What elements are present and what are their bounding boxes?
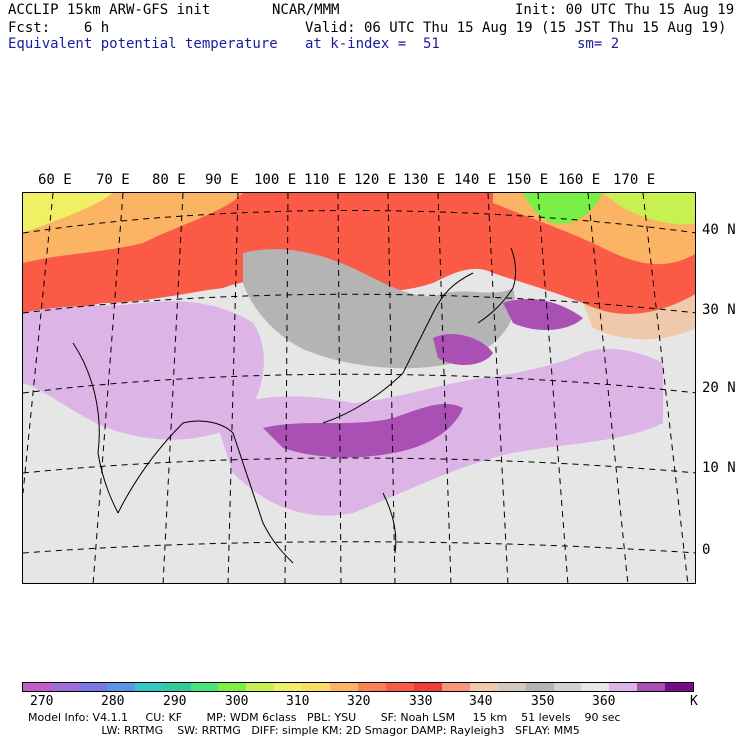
colorbar-tick: 320 (347, 694, 371, 709)
lon-label: 140 E (454, 172, 497, 188)
scs-purple (263, 403, 463, 458)
warm-band (23, 193, 695, 323)
lon-label: 120 E (354, 172, 397, 188)
colorbar-unit: K (690, 694, 698, 709)
lon-label: 90 E (205, 172, 239, 188)
colorbar-swatch (441, 683, 470, 691)
colorbar-tick: 340 (469, 694, 493, 709)
colorbar-swatch (385, 683, 414, 691)
india-east-coast (117, 420, 234, 514)
colorbar-swatch (358, 683, 386, 691)
colorbar-tick: 280 (101, 694, 125, 709)
colorbar-swatch (330, 683, 359, 691)
colorbar-swatch (637, 683, 666, 691)
india-west-coast (72, 342, 119, 514)
japan-coast (477, 247, 517, 324)
lat-label: 10 N (702, 460, 736, 476)
colorbar-tick: 300 (225, 694, 249, 709)
colorbar-tick: 290 (163, 694, 187, 709)
parallel-30n (23, 293, 695, 314)
smoothing: sm= 2 (577, 36, 620, 52)
lon-label: 160 E (558, 172, 601, 188)
lon-label: 60 E (38, 172, 72, 188)
lon-label: 110 E (304, 172, 347, 188)
colorbar-tick: 360 (592, 694, 616, 709)
lon-label: 130 E (403, 172, 446, 188)
colorbar-swatch (525, 683, 554, 691)
model-info-line2: LW: RRTMG SW: RRTMG DIFF: simple KM: 2D … (28, 724, 580, 737)
level-index: at k-index = 51 (305, 36, 440, 52)
colorbar-swatch (665, 683, 694, 691)
map-svg (23, 193, 695, 583)
colorbar-swatch (190, 683, 219, 691)
coastlines (72, 247, 517, 564)
valid-time: Valid: 06 UTC Thu 15 Aug 19 (15 JST Thu … (305, 20, 727, 36)
graticule (23, 193, 695, 583)
china-coast (322, 272, 474, 424)
lon-label: 80 E (152, 172, 186, 188)
indochina-coast (232, 432, 294, 564)
colorbar-tick: 270 (30, 694, 54, 709)
colorbar-swatch (413, 683, 442, 691)
colorbar-swatch (497, 683, 526, 691)
lon-label: 170 E (613, 172, 656, 188)
model-info-line1: Model Info: V4.1.1 CU: KF MP: WDM 6class… (28, 711, 621, 724)
field-name: Equivalent potential temperature (8, 36, 278, 52)
colorbar-swatch (162, 683, 191, 691)
pacific-front-tan (583, 294, 695, 340)
colorbar-swatch (553, 683, 582, 691)
japan-purple (433, 333, 493, 365)
colorbar-swatch (218, 683, 247, 691)
north-east-green (523, 193, 603, 224)
lat-label: 0 (702, 542, 711, 558)
colorbar-swatch (246, 683, 275, 691)
colorbar-swatch (78, 683, 107, 691)
colorbar-swatch (469, 683, 498, 691)
colorbar-swatch (106, 683, 135, 691)
north-west-yellow (23, 193, 113, 233)
colorbar-swatch (581, 683, 610, 691)
pacific-purple (503, 298, 583, 330)
parallel-20n (23, 373, 695, 394)
institution: NCAR/MMM (272, 2, 340, 18)
colorbar-swatch (302, 683, 331, 691)
lat-label: 40 N (702, 222, 736, 238)
lat-label: 30 N (702, 302, 736, 318)
colorbar-tick: 310 (286, 694, 310, 709)
init-time: Init: 00 UTC Thu 15 Aug 19 (515, 2, 735, 18)
forecast-hour: Fcst: 6 h (8, 20, 110, 36)
parallel-40n (23, 210, 695, 234)
colorbar (22, 682, 694, 692)
lon-label: 70 E (96, 172, 130, 188)
lon-label: 100 E (254, 172, 297, 188)
colorbar-swatch (609, 683, 638, 691)
colorbar-tick: 350 (531, 694, 555, 709)
lon-label: 150 E (506, 172, 549, 188)
lat-label: 20 N (702, 380, 736, 396)
colorbar-swatch (50, 683, 79, 691)
colorbar-swatch (134, 683, 163, 691)
theta-e-map (22, 192, 696, 584)
run-title: ACCLIP 15km ARW-GFS init (8, 2, 211, 18)
colorbar-tick: 330 (409, 694, 433, 709)
india-lilac (23, 301, 264, 440)
colorbar-swatch (23, 683, 51, 691)
north-east-lime (603, 193, 695, 225)
colorbar-swatch (274, 683, 303, 691)
